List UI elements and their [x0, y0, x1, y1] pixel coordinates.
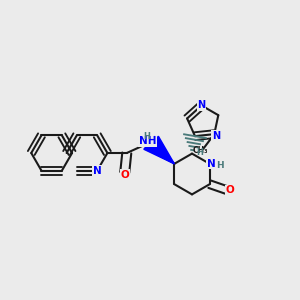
Text: N: N: [197, 100, 206, 110]
Text: H: H: [196, 148, 203, 157]
Text: CH₃: CH₃: [193, 146, 208, 155]
Polygon shape: [146, 136, 174, 164]
Text: H: H: [216, 161, 224, 170]
Text: O: O: [226, 185, 235, 195]
Text: H: H: [143, 132, 150, 141]
Text: NH: NH: [139, 136, 157, 146]
Text: O: O: [120, 170, 129, 180]
Text: N: N: [93, 166, 102, 176]
Text: N: N: [207, 159, 215, 169]
Polygon shape: [144, 136, 174, 164]
Text: N: N: [212, 130, 220, 141]
